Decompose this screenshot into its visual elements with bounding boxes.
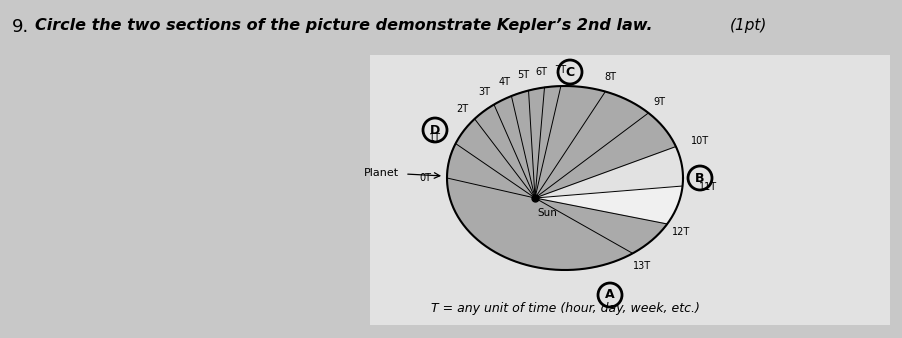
Text: 9T: 9T	[653, 97, 665, 106]
Text: (1pt): (1pt)	[729, 18, 767, 33]
Polygon shape	[534, 198, 667, 254]
Polygon shape	[534, 86, 604, 198]
Text: Sun: Sun	[537, 208, 557, 218]
Text: 2T: 2T	[456, 103, 468, 114]
Text: 8T: 8T	[604, 72, 616, 81]
Bar	[370, 55, 889, 325]
Text: A: A	[604, 289, 614, 301]
Text: 3T: 3T	[478, 87, 490, 97]
Polygon shape	[511, 91, 534, 198]
Text: B: B	[695, 171, 704, 185]
Polygon shape	[534, 86, 560, 198]
Text: 7T: 7T	[554, 65, 566, 75]
Polygon shape	[456, 119, 534, 198]
Text: 13T: 13T	[632, 262, 650, 271]
Polygon shape	[534, 92, 648, 198]
Text: 6T: 6T	[535, 67, 548, 77]
Polygon shape	[528, 88, 544, 198]
Polygon shape	[474, 104, 534, 198]
Text: 0T: 0T	[419, 173, 430, 183]
Polygon shape	[446, 144, 534, 198]
Text: 9.: 9.	[12, 18, 29, 36]
Polygon shape	[534, 186, 682, 224]
Text: 10T: 10T	[690, 136, 708, 146]
Text: Circle the two sections of the picture demonstrate Kepler’s 2nd law.: Circle the two sections of the picture d…	[35, 18, 652, 33]
Text: 5T: 5T	[517, 70, 529, 80]
Polygon shape	[446, 86, 682, 270]
Text: C: C	[565, 66, 574, 78]
Polygon shape	[493, 96, 534, 198]
Text: T = any unit of time (hour, day, week, etc.): T = any unit of time (hour, day, week, e…	[430, 302, 699, 315]
Text: 4T: 4T	[498, 77, 510, 87]
Polygon shape	[534, 113, 675, 198]
Text: D: D	[429, 123, 439, 137]
Text: Planet: Planet	[364, 168, 399, 178]
Text: 11T: 11T	[698, 183, 716, 192]
Text: 1T: 1T	[428, 132, 440, 143]
Text: 12T: 12T	[671, 227, 689, 237]
